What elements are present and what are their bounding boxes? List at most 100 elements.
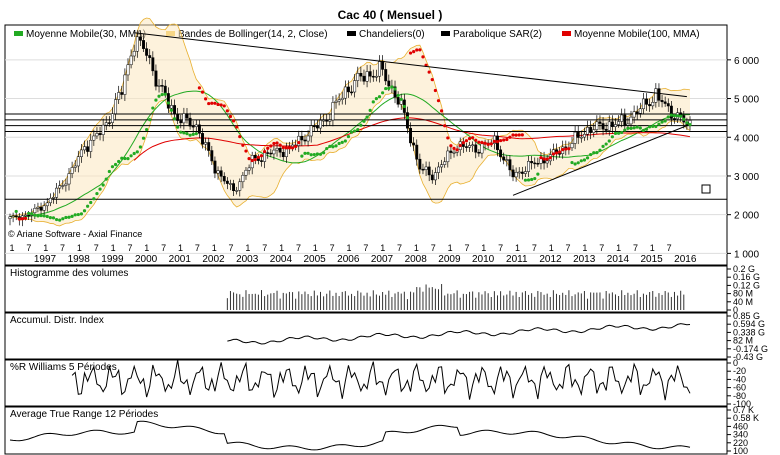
price-y-tick-label: 2 000 — [734, 211, 759, 222]
candle-body — [381, 61, 385, 70]
sar-dot — [657, 122, 661, 126]
sar-dot — [390, 85, 394, 89]
sub-y-tick-label: 340 — [733, 430, 748, 440]
month-tick-label: 1 — [279, 243, 284, 253]
candle-body — [185, 113, 189, 119]
sub-y-tick-label: -80 — [733, 391, 746, 401]
sar-dot — [377, 95, 382, 99]
candle-body — [610, 121, 614, 127]
candle-body — [325, 119, 329, 122]
sar-dot — [356, 127, 360, 132]
candle-body — [424, 166, 428, 170]
sar-dot — [629, 126, 633, 130]
candle-body — [430, 174, 434, 181]
year-label: 2015 — [640, 254, 663, 265]
sar-dot — [635, 125, 639, 129]
candle-body — [346, 86, 350, 93]
candle-body — [654, 88, 658, 103]
price-panel — [4, 24, 728, 266]
volume-title: Histogramme des volumes — [10, 268, 128, 279]
candle-body — [598, 121, 602, 124]
sar-dot — [536, 172, 540, 176]
year-label: 2004 — [270, 254, 293, 265]
candle-body — [275, 148, 279, 151]
sar-dot — [315, 152, 319, 156]
sar-dot — [154, 98, 158, 102]
month-tick-label: 1 — [313, 243, 318, 253]
candle-body — [204, 142, 208, 145]
sub-y-tick-label: 220 — [733, 438, 748, 448]
sar-dot — [660, 120, 664, 124]
candle-body — [61, 185, 65, 187]
candle-body — [107, 122, 111, 124]
sar-dot — [95, 191, 99, 196]
price-y-tick-label: 5 000 — [734, 95, 759, 106]
sar-dot — [644, 127, 649, 131]
year-label: 2008 — [405, 254, 428, 265]
candle-body — [415, 144, 419, 160]
sar-dot — [278, 143, 282, 147]
year-label: 2003 — [236, 254, 259, 265]
month-tick-label: 1 — [414, 243, 419, 253]
candle-body — [334, 100, 338, 103]
sar-dot — [480, 140, 484, 145]
candle-body — [207, 142, 211, 151]
candle-body — [666, 103, 670, 107]
sar-dot — [474, 138, 478, 142]
candle-body — [67, 173, 71, 185]
candle-body — [452, 152, 456, 154]
sar-dot — [30, 212, 34, 216]
candle-body — [368, 71, 372, 77]
sar-dot — [396, 93, 400, 98]
candle-body — [331, 102, 335, 121]
sar-dot — [616, 131, 621, 135]
month-tick-label: 1 — [380, 243, 385, 253]
sar-dot — [151, 106, 155, 110]
sar-dot — [141, 136, 146, 140]
candle-body — [55, 187, 59, 198]
sar-dot — [579, 159, 583, 163]
sar-dot — [433, 88, 437, 93]
candle-body — [340, 97, 344, 100]
sub-y-tick-label: 460 — [733, 421, 748, 431]
candle-body — [98, 133, 102, 135]
sar-dot — [194, 132, 198, 136]
sar-dot — [290, 146, 295, 150]
candle-body — [306, 135, 310, 142]
sar-dot — [570, 160, 574, 165]
candle-body — [188, 117, 192, 127]
sar-dot — [545, 157, 549, 161]
accum-line — [227, 323, 691, 345]
candle-body — [359, 73, 363, 77]
sar-dot — [421, 55, 425, 59]
sar-dot — [675, 114, 680, 118]
sar-dot — [61, 217, 65, 221]
sar-dot — [27, 211, 31, 216]
candle-body — [614, 124, 617, 127]
candle-body — [573, 131, 577, 144]
sar-dot — [318, 152, 323, 156]
candle-body — [117, 92, 121, 100]
sub-y-tick-label: 40 M — [733, 297, 753, 307]
month-tick-label: 7 — [498, 243, 503, 253]
month-tick-label: 7 — [464, 243, 469, 253]
sar-dot — [467, 137, 472, 141]
legend-item-candles: Chandeliers(0) — [359, 29, 425, 40]
sar-dot — [557, 150, 562, 154]
sar-dot — [216, 102, 220, 107]
sar-dot — [685, 121, 689, 125]
sar-dot — [384, 86, 388, 91]
month-tick-label: 1 — [111, 243, 116, 253]
candle-body — [378, 61, 381, 77]
sub-y-tick-label: 0.7 K — [733, 405, 754, 415]
year-label: 2009 — [438, 254, 461, 265]
scroll-handle[interactable] — [701, 184, 711, 194]
sar-dot — [309, 153, 313, 157]
sar-dot — [346, 134, 351, 139]
bollinger-bands — [9, 17, 691, 227]
year-label: 2000 — [135, 254, 158, 265]
sar-dot — [45, 214, 49, 219]
sar-dot — [626, 126, 630, 130]
sub-y-tick-label: 100 — [733, 446, 748, 455]
candle-body — [114, 99, 118, 114]
